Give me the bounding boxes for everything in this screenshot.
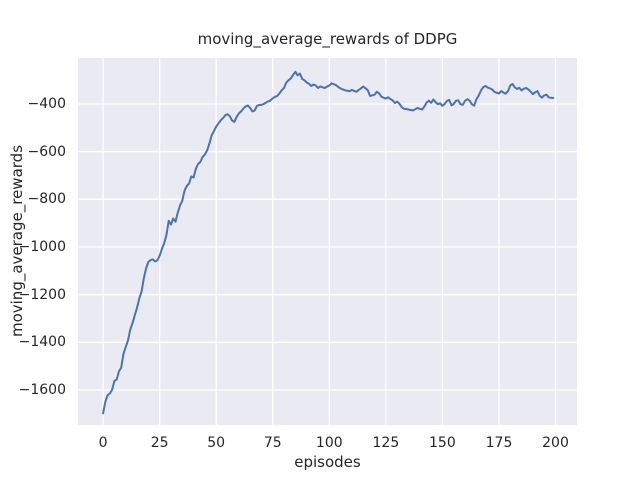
reward-line — [102, 70, 555, 415]
y-tick-label: −400 — [27, 95, 66, 112]
y-tick-label: −600 — [27, 143, 66, 160]
y-tick-label: −800 — [27, 191, 66, 208]
x-axis-label: episodes — [294, 453, 361, 471]
plot-background — [78, 58, 577, 425]
y-tick-label: −1200 — [18, 286, 66, 303]
x-tick-label: 25 — [150, 435, 169, 451]
x-tick-label: 100 — [315, 435, 343, 451]
x-tick-label: 200 — [542, 435, 569, 451]
x-tick-label: 50 — [207, 435, 226, 451]
y-tick-label: −1600 — [18, 381, 66, 398]
y-tick-label: −1000 — [18, 238, 66, 255]
x-tick-label: 175 — [485, 435, 513, 451]
x-tick-label: 150 — [429, 435, 456, 451]
x-tick-label: 75 — [263, 435, 282, 451]
x-tick-label: 125 — [372, 435, 400, 451]
x-tick-label: 0 — [98, 435, 108, 451]
chart-title: moving_average_rewards of DDPG — [197, 30, 458, 48]
y-tick-label: −1400 — [18, 334, 66, 351]
